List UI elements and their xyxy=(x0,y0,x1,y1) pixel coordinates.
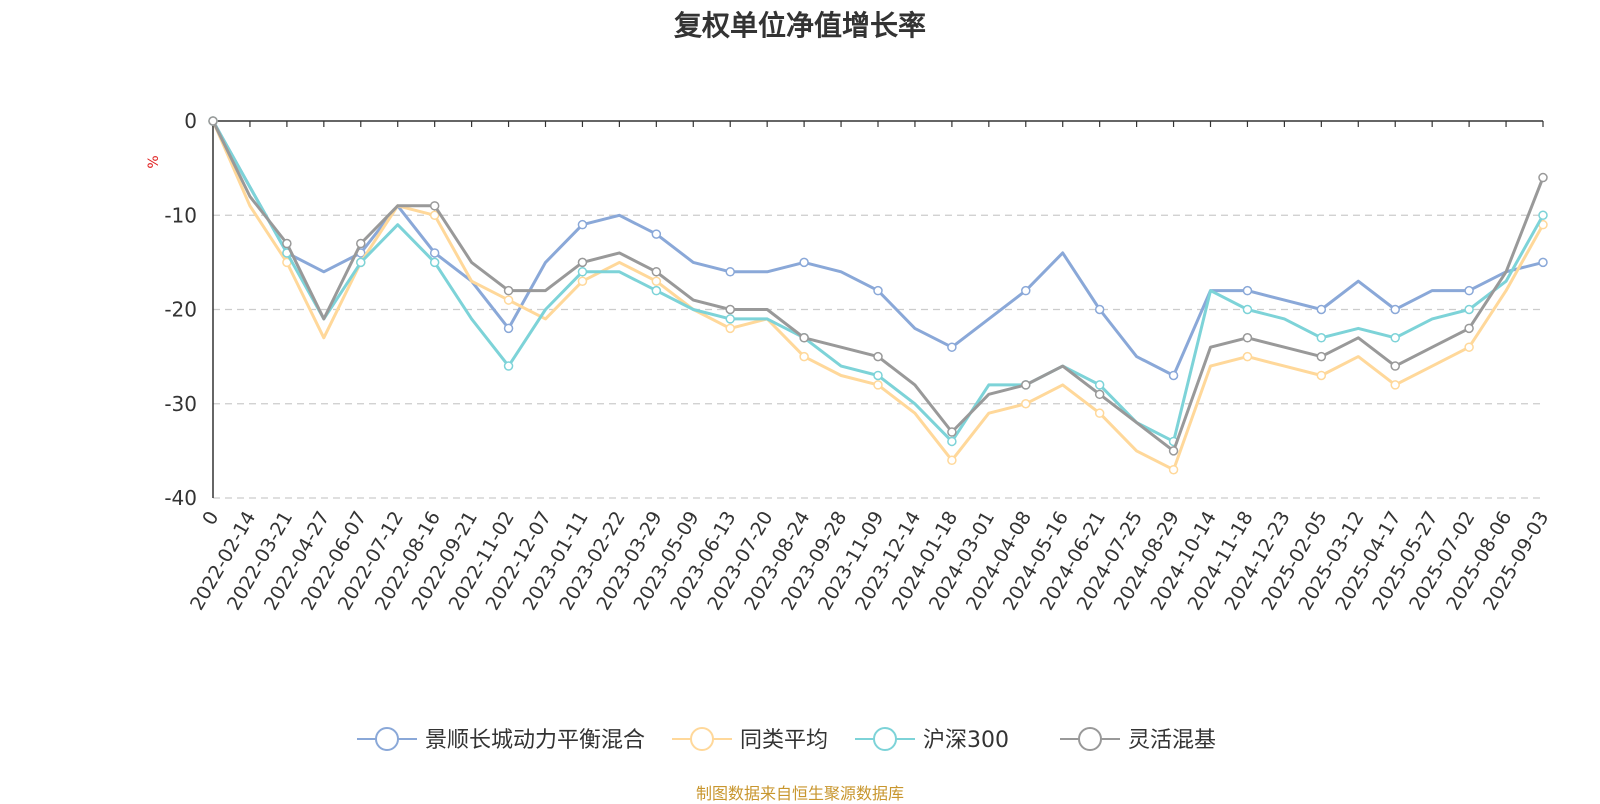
y-tick-label: -20 xyxy=(164,298,197,322)
data-point xyxy=(725,267,735,277)
data-point xyxy=(873,285,883,296)
legend-item-3: 沪深300 xyxy=(855,727,1009,753)
legend-item-1: 景顺长城动力平衡混合 xyxy=(357,727,645,753)
data-point xyxy=(577,257,588,268)
data-point xyxy=(1316,333,1327,343)
data-point xyxy=(1538,257,1548,268)
data-point xyxy=(1464,304,1474,315)
series-1 xyxy=(208,116,1548,381)
legend-marker xyxy=(873,727,897,751)
data-point xyxy=(1168,464,1179,475)
data-point xyxy=(429,257,440,268)
data-point xyxy=(1242,304,1253,315)
data-point xyxy=(1242,351,1253,362)
data-point xyxy=(429,248,440,258)
data-point xyxy=(429,201,440,211)
data-point xyxy=(1390,333,1400,343)
series-4 xyxy=(208,116,1548,456)
y-tick-label: 0 xyxy=(184,109,197,133)
y-tick-label: -40 xyxy=(164,486,197,510)
y-tick-label: -30 xyxy=(164,392,197,416)
data-point xyxy=(1464,323,1474,334)
data-point xyxy=(1094,389,1105,400)
series-3 xyxy=(208,116,1548,447)
data-point xyxy=(1316,304,1327,315)
data-point xyxy=(1094,408,1105,418)
data-point xyxy=(799,333,809,343)
data-point xyxy=(1094,304,1105,315)
data-point xyxy=(873,351,883,362)
data-point xyxy=(1316,370,1327,381)
chart-title: 复权单位净值增长率 xyxy=(673,9,926,42)
line-chart: 0-10-20-30-40%02022-02-142022-03-212022-… xyxy=(146,109,1553,753)
data-point xyxy=(1021,399,1031,409)
data-point xyxy=(577,219,588,230)
legend-item-4: 灵活混基 xyxy=(1060,727,1216,753)
data-point xyxy=(1390,380,1400,390)
data-point xyxy=(503,285,514,296)
legend-marker xyxy=(690,727,714,751)
data-point xyxy=(208,116,218,126)
data-point xyxy=(651,267,662,277)
data-point xyxy=(1242,333,1253,343)
data-point xyxy=(1464,285,1474,296)
series-line xyxy=(211,120,1544,377)
data-point xyxy=(873,370,883,381)
data-point xyxy=(947,427,957,437)
data-point xyxy=(947,342,957,352)
data-point xyxy=(577,276,588,286)
data-point xyxy=(503,295,514,305)
data-point xyxy=(1538,172,1548,183)
legend-label: 沪深300 xyxy=(923,728,1009,753)
data-point xyxy=(1390,361,1400,371)
series-line xyxy=(211,120,1545,443)
source-note: 制图数据来自恒生聚源数据库 xyxy=(695,784,904,803)
data-point xyxy=(1168,446,1179,456)
data-point xyxy=(725,304,735,315)
data-point xyxy=(1168,370,1179,381)
data-point xyxy=(651,229,662,239)
data-point xyxy=(799,351,809,362)
data-point xyxy=(651,276,662,286)
data-point xyxy=(1021,285,1031,296)
data-point xyxy=(947,455,957,466)
legend-label: 灵活混基 xyxy=(1128,728,1216,753)
legend-item-2: 同类平均 xyxy=(672,727,828,753)
data-point xyxy=(725,323,735,334)
data-point xyxy=(503,323,514,334)
data-point xyxy=(577,267,588,277)
data-point xyxy=(1390,304,1400,315)
data-point xyxy=(282,238,292,249)
data-point xyxy=(1021,380,1031,390)
data-point xyxy=(1242,285,1253,296)
x-tick-label: 0 xyxy=(198,508,223,529)
y-axis-label: % xyxy=(146,155,162,168)
legend-marker xyxy=(375,727,399,751)
data-point xyxy=(873,380,883,390)
legend-label: 景顺长城动力平衡混合 xyxy=(425,728,645,753)
legend-marker xyxy=(1078,727,1102,751)
data-point xyxy=(429,210,440,220)
data-point xyxy=(725,314,735,324)
data-point xyxy=(356,238,366,249)
data-point xyxy=(947,436,957,447)
data-point xyxy=(356,257,366,268)
y-tick-label: -10 xyxy=(164,203,197,227)
data-point xyxy=(1316,351,1327,362)
data-point xyxy=(503,361,514,371)
legend-label: 同类平均 xyxy=(740,728,828,753)
data-point xyxy=(1094,380,1105,390)
data-point xyxy=(799,257,809,268)
data-point xyxy=(1464,342,1474,352)
data-point xyxy=(651,285,662,296)
data-point xyxy=(1538,210,1548,220)
